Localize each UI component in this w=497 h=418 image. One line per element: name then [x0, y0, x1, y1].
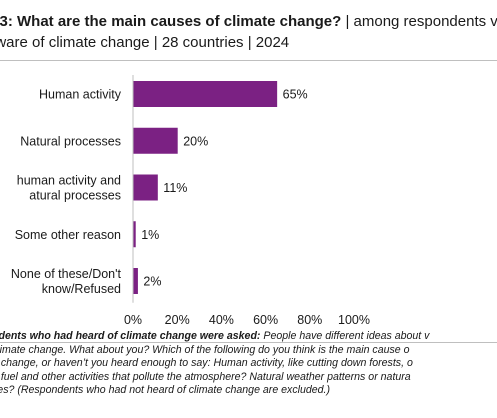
- question-footnote: ndents who had heard of climate change w…: [0, 330, 497, 398]
- x-tick-label-0: 0%: [124, 313, 142, 327]
- value-label-0: 65%: [283, 88, 308, 102]
- footnote-line-2: climate change. What about you? Which of…: [0, 343, 410, 356]
- bar-4: [133, 268, 138, 294]
- x-tick-label-2: 40%: [209, 313, 234, 327]
- bar-1: [133, 127, 178, 154]
- bar-2: [133, 174, 158, 201]
- value-label-1: 20%: [183, 134, 208, 148]
- x-tick-label-1: 20%: [165, 313, 190, 327]
- x-tick-label-5: 100%: [338, 313, 370, 327]
- footnote-line-1: ndents who had heard of climate change w…: [0, 330, 497, 344]
- category-label-4: None of these/Don't know/Refused: [11, 267, 122, 296]
- title-line-1: e 3: What are the main causes of climate…: [0, 11, 497, 32]
- footnote-line-1-rest: People have different ideas about v: [260, 330, 430, 342]
- title-line-2: aware of climate change | 28 countries |…: [0, 34, 290, 51]
- value-label-4: 2%: [143, 275, 161, 289]
- bar-3: [133, 221, 136, 248]
- bar-0: [133, 81, 278, 107]
- title-audience: among respondents v: [353, 13, 497, 30]
- footnote-line-4: g fuel and other activities that pollute…: [0, 370, 411, 383]
- category-label-3: Some other reason: [15, 228, 121, 242]
- title-separator: |: [341, 13, 354, 30]
- category-label-1: Natural processes: [20, 134, 121, 148]
- footnote-line-3: e change, or haven’t you heard enough to…: [0, 357, 413, 369]
- plot-area-border: [0, 60, 497, 343]
- category-label-0: Human activity: [39, 88, 122, 102]
- x-tick-label-3: 60%: [253, 313, 278, 327]
- category-label-2: human activity and atural processes: [17, 174, 121, 203]
- footnote-line-5: ses? (Respondents who had not heard of c…: [0, 384, 331, 396]
- value-label-2: 11%: [163, 181, 187, 195]
- x-tick-label-4: 80%: [297, 313, 322, 327]
- title-question: e 3: What are the main causes of climate…: [0, 13, 342, 30]
- chart-title: e 3: What are the main causes of climate…: [0, 11, 497, 53]
- value-label-3: 1%: [141, 228, 159, 242]
- footnote-lead: ndents who had heard of climate change w…: [0, 330, 261, 342]
